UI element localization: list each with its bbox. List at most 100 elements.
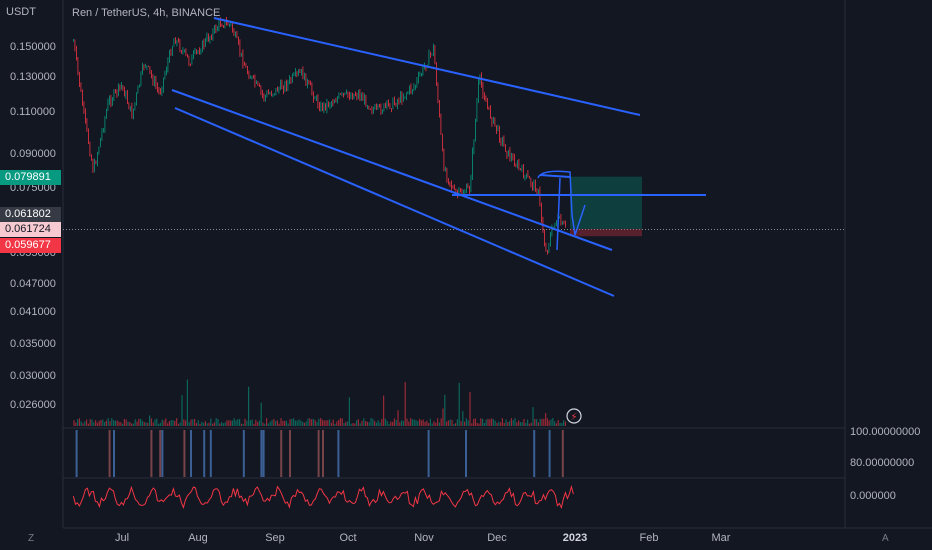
volume-bar (473, 418, 475, 426)
volume-bar (149, 415, 151, 426)
currency-unit: USDT (6, 6, 36, 18)
indicator-spike (183, 430, 186, 477)
volume-bar (564, 421, 567, 426)
trend-line (171, 89, 613, 251)
volume-bar (498, 421, 500, 426)
volume-bar (320, 418, 322, 426)
volume-bar (500, 422, 502, 426)
volume-bar (332, 419, 334, 426)
volume-bar (415, 420, 417, 426)
profit-zone (570, 176, 642, 230)
volume-bar (159, 422, 162, 426)
volume-bar (75, 422, 77, 426)
price-marker-label: 0.061802 (0, 207, 61, 222)
volume-bar (84, 421, 86, 426)
volume-bar (262, 422, 264, 426)
volume-bar (102, 419, 104, 426)
volume-bar (197, 420, 199, 426)
volume-bar (323, 420, 325, 426)
volume-bar (476, 422, 478, 426)
volume-bar (120, 422, 122, 426)
volume-bar (255, 419, 257, 426)
volume-bar (341, 418, 343, 426)
volume-bar (339, 418, 342, 426)
volume-bar (258, 420, 261, 426)
volume-bar (156, 418, 158, 426)
volume-bar (390, 421, 392, 426)
chart-title: Ren / TetherUS, 4h, BINANCE (72, 7, 221, 19)
volume-bar (532, 407, 534, 426)
volume-bar (392, 421, 394, 426)
indicator-spike (242, 430, 245, 477)
volume-bar (280, 418, 282, 426)
volume-bar (275, 421, 277, 426)
volume-bar (194, 418, 196, 426)
volume-bar (311, 419, 313, 426)
volume-bar (334, 423, 336, 426)
volume-bar (158, 423, 160, 426)
volume-bar (424, 421, 426, 426)
volume-bar (167, 423, 169, 426)
volume-bar (212, 423, 214, 426)
volume-bar (510, 418, 513, 426)
volume-bar (213, 422, 216, 426)
volume-bar (172, 420, 174, 426)
price-marker-label: 0.061724 (0, 222, 61, 237)
volume-bar (492, 419, 495, 426)
volume-bar (127, 421, 129, 426)
time-tick-label: Oct (339, 532, 357, 544)
volume-bar (168, 420, 171, 426)
indicator-spike (159, 430, 162, 477)
volume-bar (129, 421, 131, 426)
volume-bar (402, 420, 405, 426)
volume-bar (483, 422, 486, 426)
volume-bar (257, 421, 259, 426)
volume-bar (399, 422, 401, 426)
volume-bar (406, 418, 408, 426)
volume-bar (368, 422, 370, 426)
volume-bar (105, 420, 108, 426)
volume-bar (474, 418, 477, 426)
time-tick-label: Feb (639, 532, 659, 544)
volume-bar (338, 419, 340, 426)
indicator-spike (75, 430, 78, 477)
time-tick-label: 2023 (562, 532, 588, 544)
volume-bar (316, 422, 318, 426)
indicator-spike (465, 430, 468, 477)
volume-bar (111, 418, 113, 426)
volume-bar (442, 408, 444, 426)
volume-bar (96, 422, 99, 426)
log-scale-toggle[interactable]: Z (28, 533, 35, 544)
volume-bar (507, 422, 509, 426)
volume-bar (350, 423, 352, 426)
volume-bar (433, 421, 435, 426)
volume-bar (420, 420, 423, 426)
volume-bar (548, 420, 550, 426)
volume-bar (199, 423, 201, 426)
price-tick-label: 0.035000 (10, 338, 56, 350)
volume-bar (89, 419, 91, 426)
volume-bar (179, 422, 181, 426)
volume-bar (221, 422, 223, 426)
auto-scale-toggle[interactable]: A (882, 533, 889, 544)
time-tick-label: Aug (188, 532, 208, 544)
volume-bar (458, 382, 460, 426)
indicator-spike (209, 430, 212, 477)
volume-bar (95, 420, 97, 426)
hand-drawn-path (537, 170, 586, 251)
volume-bar (519, 422, 522, 426)
volume-bar (480, 418, 482, 426)
volume-bar (505, 419, 507, 426)
volume-bar (228, 420, 230, 426)
volume-bar (253, 423, 255, 426)
volume-bar (244, 418, 246, 426)
indicator-spike (113, 430, 116, 477)
volume-bar (248, 386, 250, 426)
volume-bar (456, 419, 459, 426)
volume-bar (554, 421, 556, 426)
volume-bar (266, 418, 268, 426)
volume-bar (87, 423, 90, 426)
volume-bar (374, 420, 376, 426)
volume-bar (550, 419, 552, 426)
